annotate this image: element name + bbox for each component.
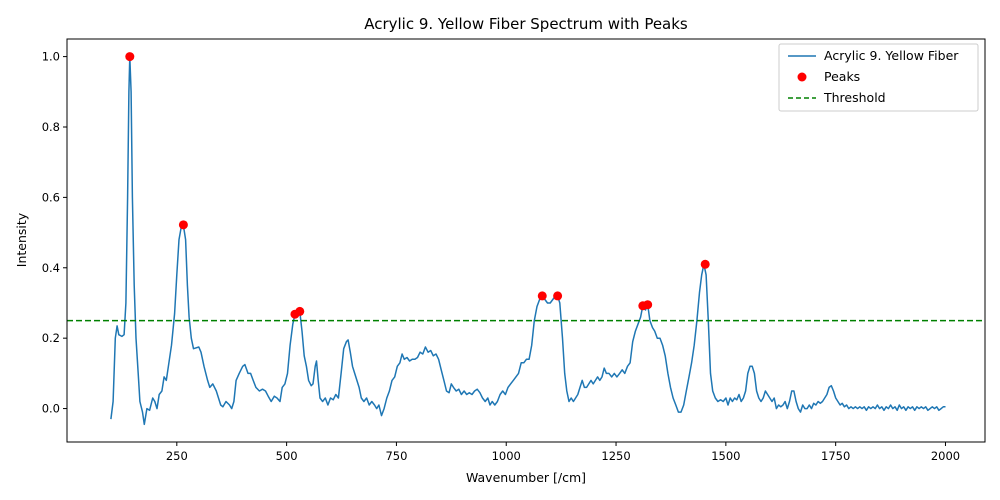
y-axis-label: Intensity: [14, 212, 29, 267]
legend-label-threshold: Threshold: [823, 90, 886, 105]
peak-marker: [553, 291, 563, 301]
x-tick-label: 750: [385, 449, 407, 463]
legend-label-peaks: Peaks: [824, 69, 860, 84]
peak-marker: [643, 300, 653, 310]
x-tick-label: 1000: [492, 449, 521, 463]
spectrum-line: [110, 55, 946, 426]
x-tick-label: 1250: [601, 449, 630, 463]
x-axis-label: Wavenumber [/cm]: [466, 470, 586, 485]
legend-box: [778, 43, 979, 112]
x-tick-label: 1750: [821, 449, 850, 463]
x-tick-label: 500: [276, 449, 298, 463]
plot-area: [67, 52, 985, 426]
y-tick-label: 0.0: [42, 402, 60, 416]
x-tick-label: 1500: [711, 449, 740, 463]
x-tick-label: 250: [166, 449, 188, 463]
legend: Acrylic 9. Yellow Fiber Peaks Threshold: [778, 43, 979, 112]
y-tick-label: 0.8: [42, 120, 60, 134]
peak-marker: [178, 220, 188, 230]
peak-marker: [700, 259, 710, 269]
y-tick-label: 0.2: [42, 331, 60, 345]
y-axis: 0.0 0.2 0.4 0.6 0.8 1.0: [42, 50, 67, 416]
x-tick-label: 2000: [931, 449, 960, 463]
y-tick-label: 0.6: [42, 190, 60, 204]
plot-frame: [66, 38, 986, 443]
peak-marker: [295, 306, 305, 316]
chart-title: Acrylic 9. Yellow Fiber Spectrum with Pe…: [364, 15, 688, 33]
peak-marker: [125, 52, 135, 62]
x-axis: 250 500 750 1000 1250 1500 1750 2000: [166, 442, 960, 463]
legend-peak-swatch: [797, 72, 807, 82]
legend-label-series: Acrylic 9. Yellow Fiber: [824, 48, 959, 63]
y-tick-label: 1.0: [42, 50, 60, 64]
peak-marker: [537, 291, 547, 301]
y-tick-label: 0.4: [42, 261, 60, 275]
